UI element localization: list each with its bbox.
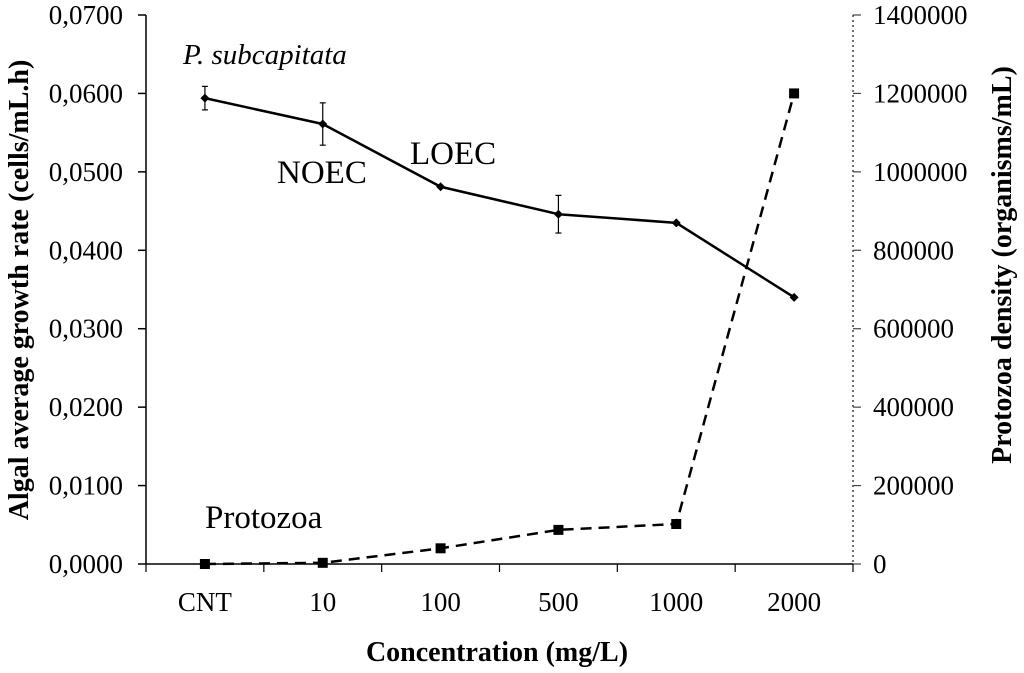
x-tick-label: 2000 [767,587,821,617]
x-tick-label: 1000 [649,587,703,617]
x-tick-label: 100 [420,587,461,617]
left-y-tick-label: 0,0300 [49,314,123,344]
series-line-p-subcapitata [204,96,795,299]
annotation-noec: NOEC [277,155,367,191]
left-y-axis-title: Algal average growth rate (cells/mL.h) [4,60,35,521]
left-y-tick-label: 0,0700 [49,0,123,30]
data-point-protozoa [317,557,328,568]
data-point-protozoa [435,543,446,554]
right-y-tick-label: 800000 [873,235,954,265]
right-y-tick-label: 1200000 [873,78,968,108]
series-line-protozoa [204,93,796,566]
right-y-tick-label: 400000 [873,392,954,422]
data-point-p-subcapitata [200,93,210,103]
right-y-axis-title: Protozoa density (organisms/mL) [987,66,1018,464]
data-point-p-subcapitata [318,119,328,129]
annotation-loec: LOEC [410,136,496,172]
right-y-tick-label: 0 [873,549,887,579]
series-label-p-subcapitata: P. subcapitata [182,39,347,71]
data-point-protozoa [671,519,682,530]
left-y-tick-label: 0,0400 [49,235,123,265]
series-p-subcapitata [200,85,799,302]
left-y-tick-label: 0,0100 [49,471,123,501]
x-axis-title: Concentration (mg/L) [366,637,628,668]
x-tick-label: CNT [178,587,233,617]
left-y-ticks: 0,0000 0,0100 0,0200 0,0300 0,0400 0,0500 0,06… [49,0,146,579]
right-y-tick-label: 200000 [873,471,954,501]
right-y-ticks: 0 200000 400000 600000 800000 1000000 1200000 1… [853,0,968,579]
left-y-tick-label: 0,0500 [49,157,123,187]
data-point-p-subcapitata [436,182,446,192]
x-ticks: CNT 10 100 500 1000 2000 [145,564,854,617]
left-y-tick-label: 0,0200 [49,392,123,422]
x-tick-label: 10 [309,587,336,617]
data-point-p-subcapitata [553,209,563,219]
data-point-p-subcapitata [671,218,681,228]
left-y-tick-label: 0,0000 [49,549,123,579]
series-label-protozoa: Protozoa [205,500,323,536]
left-y-tick-label: 0,0600 [49,78,123,108]
data-point-protozoa [553,524,564,535]
data-point-p-subcapitata [789,292,799,302]
series-protozoa [199,88,800,569]
right-y-tick-label: 1000000 [873,157,968,187]
data-point-protozoa [789,88,800,99]
x-tick-label: 500 [538,587,579,617]
right-y-tick-label: 1400000 [873,0,968,30]
data-point-protozoa [199,559,210,569]
right-y-tick-label: 600000 [873,314,954,344]
